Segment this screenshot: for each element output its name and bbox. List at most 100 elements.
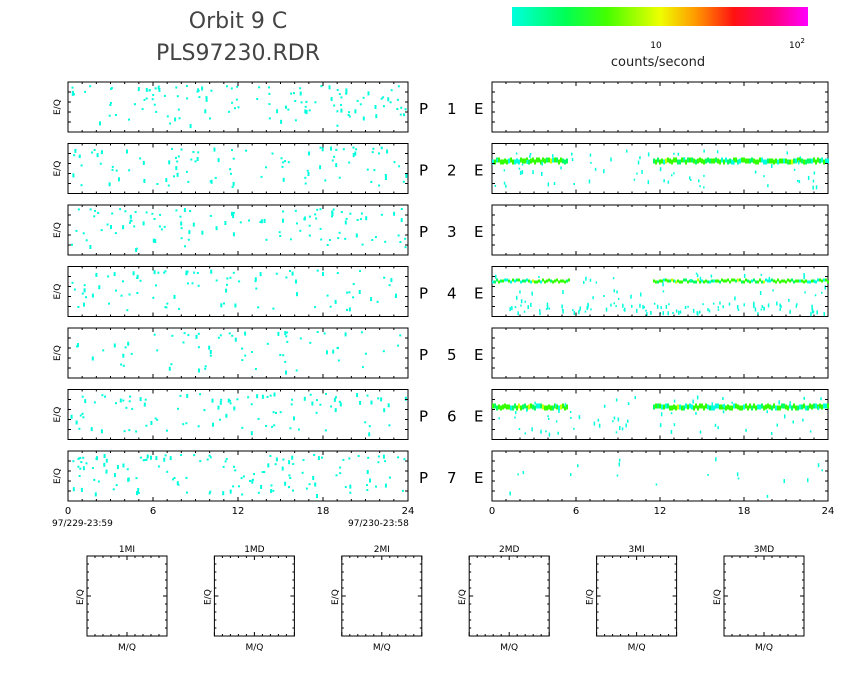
data-cell	[722, 404, 724, 407]
data-cell	[366, 168, 369, 171]
data-cell	[177, 407, 179, 410]
data-cell	[646, 312, 648, 317]
mq-ylabel: E/Q	[331, 589, 341, 605]
data-cell	[128, 169, 131, 172]
data-cell	[224, 221, 227, 225]
data-cell	[340, 211, 343, 214]
data-cell	[366, 470, 369, 474]
band-cell	[773, 403, 775, 409]
data-cell	[352, 296, 355, 299]
data-cell	[639, 156, 641, 160]
data-cell	[299, 337, 302, 340]
data-cell	[590, 161, 592, 164]
band-cell	[825, 158, 827, 164]
data-cell	[122, 364, 125, 367]
data-cell	[368, 425, 371, 428]
data-cell	[195, 334, 198, 339]
data-cell	[579, 306, 581, 310]
band-cell	[781, 158, 783, 164]
band-cell	[789, 159, 791, 165]
data-cell	[308, 215, 311, 218]
data-cell	[151, 98, 154, 101]
data-cell	[319, 146, 322, 149]
data-cell	[330, 146, 332, 151]
data-cell	[515, 411, 517, 415]
data-cell	[589, 153, 592, 157]
band-cell	[749, 403, 751, 409]
data-cell	[156, 418, 159, 421]
row-label-p-5: P	[419, 346, 428, 364]
data-cell	[334, 299, 337, 304]
band-cell	[661, 158, 663, 164]
data-cell	[336, 110, 339, 113]
band-cell	[771, 278, 773, 282]
data-cell	[560, 166, 562, 170]
data-cell	[647, 152, 650, 157]
data-cell	[272, 411, 275, 414]
band-cell	[771, 158, 773, 164]
mq-ylabel: E/Q	[586, 589, 596, 605]
data-cell	[235, 98, 238, 101]
data-cell	[297, 428, 300, 431]
data-cell	[136, 292, 139, 294]
data-cell	[347, 114, 350, 116]
data-cell	[673, 152, 675, 155]
band-cell	[779, 280, 781, 284]
data-cell	[324, 429, 327, 432]
band-cell	[793, 403, 795, 409]
data-cell	[572, 309, 574, 312]
data-cell	[306, 169, 309, 172]
band-cell	[815, 280, 817, 284]
data-cell	[331, 215, 333, 218]
band-cell	[763, 159, 765, 165]
band-cell	[687, 280, 689, 284]
data-cell	[180, 227, 183, 230]
data-cell	[316, 494, 318, 498]
panel-left-6: E/Q	[53, 389, 409, 440]
band-cell	[558, 280, 560, 284]
data-cell	[115, 289, 117, 292]
band-cell	[522, 404, 524, 410]
data-cell	[776, 423, 778, 427]
data-cell	[129, 219, 132, 222]
data-cell	[622, 303, 624, 308]
data-cell	[271, 425, 274, 428]
data-cell	[703, 149, 705, 153]
band-cell	[528, 159, 530, 165]
mq-panel-2MD: 2MD M/Q E/Q	[458, 545, 550, 653]
data-cell	[257, 491, 260, 494]
band-cell	[657, 157, 659, 163]
data-cell	[247, 396, 250, 399]
band-cell	[737, 404, 739, 410]
band-cell	[532, 404, 534, 410]
panel-left-7: E/Q	[53, 450, 409, 502]
data-cell	[547, 415, 549, 418]
data-cell	[655, 483, 658, 486]
title-file: PLS97230.RDR	[156, 41, 320, 66]
data-cell	[324, 179, 327, 182]
data-cell	[155, 456, 158, 461]
band-cell	[777, 278, 779, 282]
data-cell	[188, 230, 191, 235]
row-label-e-7: E	[474, 469, 483, 487]
data-cell	[366, 484, 368, 487]
data-cell	[219, 400, 222, 405]
data-cell	[393, 211, 396, 216]
data-cell	[382, 96, 385, 99]
data-cell	[180, 221, 183, 226]
band-cell	[735, 157, 737, 163]
data-cell	[359, 270, 361, 273]
data-cell	[209, 214, 212, 217]
data-cell	[222, 465, 225, 468]
colorbar-tick-100: 102	[789, 37, 805, 51]
band-cell	[653, 158, 655, 164]
x-tick-label: 18	[738, 506, 751, 517]
data-cell	[166, 429, 168, 432]
data-cell	[290, 92, 293, 95]
data-cell	[335, 474, 338, 477]
data-cell	[515, 152, 518, 155]
band-cell	[540, 159, 542, 165]
data-cell	[613, 416, 616, 420]
band-cell	[544, 158, 546, 164]
data-cell	[209, 354, 212, 357]
